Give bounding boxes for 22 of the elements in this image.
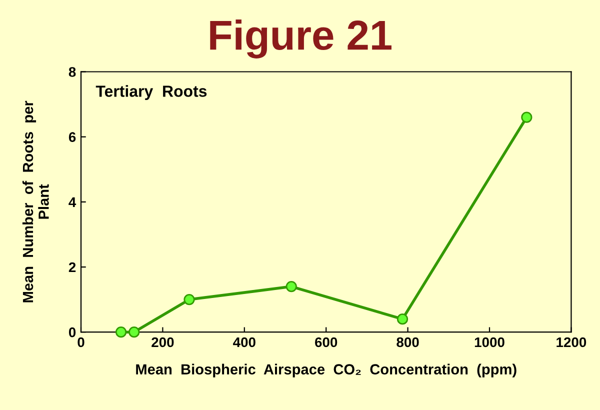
point xyxy=(128,326,140,338)
y-tick-label: 6 xyxy=(68,132,76,142)
point xyxy=(115,326,127,338)
x-tick-label: 600 xyxy=(315,337,338,348)
x-tick-label: 1200 xyxy=(556,337,586,348)
point xyxy=(286,280,297,292)
y-tick-label: 4 xyxy=(68,197,76,207)
annotation: Tertiary Roots xyxy=(96,85,207,100)
x-axis-title: Mean Biospheric Airspace CO₂ Concentration (ppm) xyxy=(136,364,516,378)
x-tick-label: 800 xyxy=(396,337,419,348)
chart-title: Figure 21 xyxy=(210,19,392,58)
point xyxy=(521,112,532,123)
y-tick-label: 8 xyxy=(68,67,76,77)
y-tick-label: 0 xyxy=(68,327,76,338)
x-tick-label: 1000 xyxy=(474,337,504,348)
y-axis-title: Mean Number of Roots per Plant xyxy=(22,100,49,302)
x-tick-label: 400 xyxy=(233,337,256,348)
point xyxy=(396,314,408,325)
y-tick-label: 2 xyxy=(68,262,76,272)
x-tick-label: 200 xyxy=(152,337,174,348)
point xyxy=(184,294,195,306)
x-tick-label: 0 xyxy=(78,337,84,348)
